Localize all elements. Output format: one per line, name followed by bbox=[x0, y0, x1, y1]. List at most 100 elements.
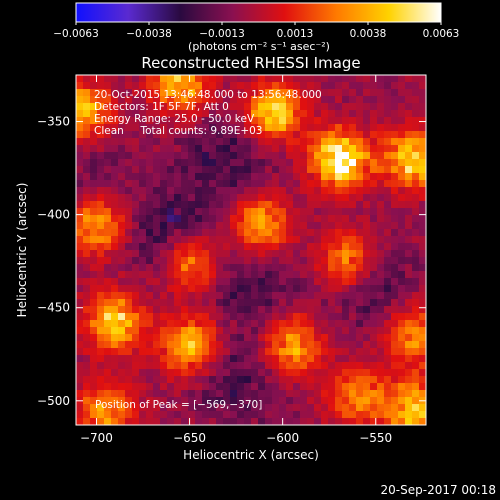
heatmap-cell bbox=[223, 194, 231, 202]
heatmap-cell bbox=[97, 208, 105, 216]
heatmap-cell bbox=[125, 278, 133, 286]
heatmap-cell bbox=[279, 292, 287, 300]
heatmap-cell bbox=[265, 187, 273, 195]
heatmap-cell bbox=[83, 243, 91, 251]
heatmap-cell bbox=[76, 250, 84, 258]
heatmap-cell bbox=[398, 180, 406, 188]
heatmap-cell bbox=[398, 166, 406, 174]
heatmap-cell bbox=[328, 82, 336, 90]
heatmap-cell bbox=[328, 117, 336, 125]
heatmap-cell bbox=[230, 369, 238, 377]
heatmap-cell bbox=[132, 390, 140, 398]
heatmap-cell bbox=[118, 208, 126, 216]
heatmap-cell bbox=[328, 159, 336, 167]
heatmap-cell bbox=[405, 201, 413, 209]
heatmap-cell bbox=[223, 236, 231, 244]
heatmap-cell bbox=[384, 348, 392, 356]
heatmap-cell bbox=[195, 159, 203, 167]
heatmap-cell bbox=[181, 306, 189, 314]
heatmap-cell bbox=[181, 110, 189, 118]
heatmap-cell bbox=[293, 103, 301, 111]
heatmap-cell bbox=[279, 159, 287, 167]
heatmap-cell bbox=[223, 222, 231, 230]
heatmap-cell bbox=[181, 320, 189, 328]
heatmap-cell bbox=[181, 355, 189, 363]
heatmap-cell bbox=[160, 320, 168, 328]
heatmap-cell bbox=[90, 229, 98, 237]
heatmap-cell bbox=[139, 327, 147, 335]
heatmap-cell bbox=[412, 208, 420, 216]
heatmap-cell bbox=[153, 411, 161, 419]
heatmap-cell bbox=[111, 334, 119, 342]
heatmap-cell bbox=[370, 173, 378, 181]
heatmap-cell bbox=[377, 131, 385, 139]
heatmap-cell bbox=[223, 187, 231, 195]
heatmap-cell bbox=[356, 285, 364, 293]
heatmap-cell bbox=[349, 341, 357, 349]
heatmap-cell bbox=[139, 103, 147, 111]
heatmap-cell bbox=[153, 334, 161, 342]
heatmap-cell bbox=[188, 152, 196, 160]
heatmap-cell bbox=[181, 82, 189, 90]
heatmap-cell bbox=[216, 110, 224, 118]
heatmap-cell bbox=[216, 152, 224, 160]
heatmap-cell bbox=[363, 117, 371, 125]
heatmap-cell bbox=[167, 376, 175, 384]
heatmap-cell bbox=[293, 124, 301, 132]
heatmap-cell bbox=[300, 390, 308, 398]
heatmap-cell bbox=[146, 201, 154, 209]
heatmap-cell bbox=[76, 103, 84, 111]
heatmap-cell bbox=[265, 159, 273, 167]
generation-timestamp: 20-Sep-2017 00:18 bbox=[381, 483, 496, 497]
heatmap-cell bbox=[97, 390, 105, 398]
heatmap-cell bbox=[202, 285, 210, 293]
heatmap-cell bbox=[356, 271, 364, 279]
heatmap-cell bbox=[384, 334, 392, 342]
heatmap-cell bbox=[230, 306, 238, 314]
heatmap-cell bbox=[370, 110, 378, 118]
heatmap-cell bbox=[174, 75, 182, 83]
heatmap-cell bbox=[412, 173, 420, 181]
heatmap-cell bbox=[244, 264, 252, 272]
heatmap-cell bbox=[76, 292, 84, 300]
heatmap-cell bbox=[307, 341, 315, 349]
heatmap-cell bbox=[328, 124, 336, 132]
heatmap-cell bbox=[251, 264, 259, 272]
heatmap-cell bbox=[174, 159, 182, 167]
heatmap-cell bbox=[272, 82, 280, 90]
heatmap-cell bbox=[370, 180, 378, 188]
heatmap-cell bbox=[111, 96, 119, 104]
heatmap-cell bbox=[363, 292, 371, 300]
heatmap-cell bbox=[384, 383, 392, 391]
heatmap-cell bbox=[356, 411, 364, 419]
heatmap-cell bbox=[216, 103, 224, 111]
heatmap-cell bbox=[167, 327, 175, 335]
heatmap-cell bbox=[307, 320, 315, 328]
heatmap-cell bbox=[104, 306, 112, 314]
heatmap-cell bbox=[335, 313, 343, 321]
heatmap-cell bbox=[167, 348, 175, 356]
heatmap-cell bbox=[195, 271, 203, 279]
heatmap-cell bbox=[230, 327, 238, 335]
heatmap-cell bbox=[251, 201, 259, 209]
heatmap-cell bbox=[300, 138, 308, 146]
heatmap-cell bbox=[146, 404, 154, 412]
heatmap-cell bbox=[209, 152, 217, 160]
heatmap-cell bbox=[153, 341, 161, 349]
heatmap-cell bbox=[356, 257, 364, 265]
heatmap-cell bbox=[370, 348, 378, 356]
heatmap-cell bbox=[167, 194, 175, 202]
heatmap-cell bbox=[83, 320, 91, 328]
heatmap-cell bbox=[300, 355, 308, 363]
heatmap-cell bbox=[104, 383, 112, 391]
heatmap-cell bbox=[349, 334, 357, 342]
heatmap-cell bbox=[97, 166, 105, 174]
heatmap-cell bbox=[125, 166, 133, 174]
heatmap-cell bbox=[412, 131, 420, 139]
heatmap-cell bbox=[321, 390, 329, 398]
heatmap-cell bbox=[167, 82, 175, 90]
heatmap-cell bbox=[237, 131, 245, 139]
heatmap-cell bbox=[139, 82, 147, 90]
heatmap-cell bbox=[97, 313, 105, 321]
heatmap-cell bbox=[209, 138, 217, 146]
